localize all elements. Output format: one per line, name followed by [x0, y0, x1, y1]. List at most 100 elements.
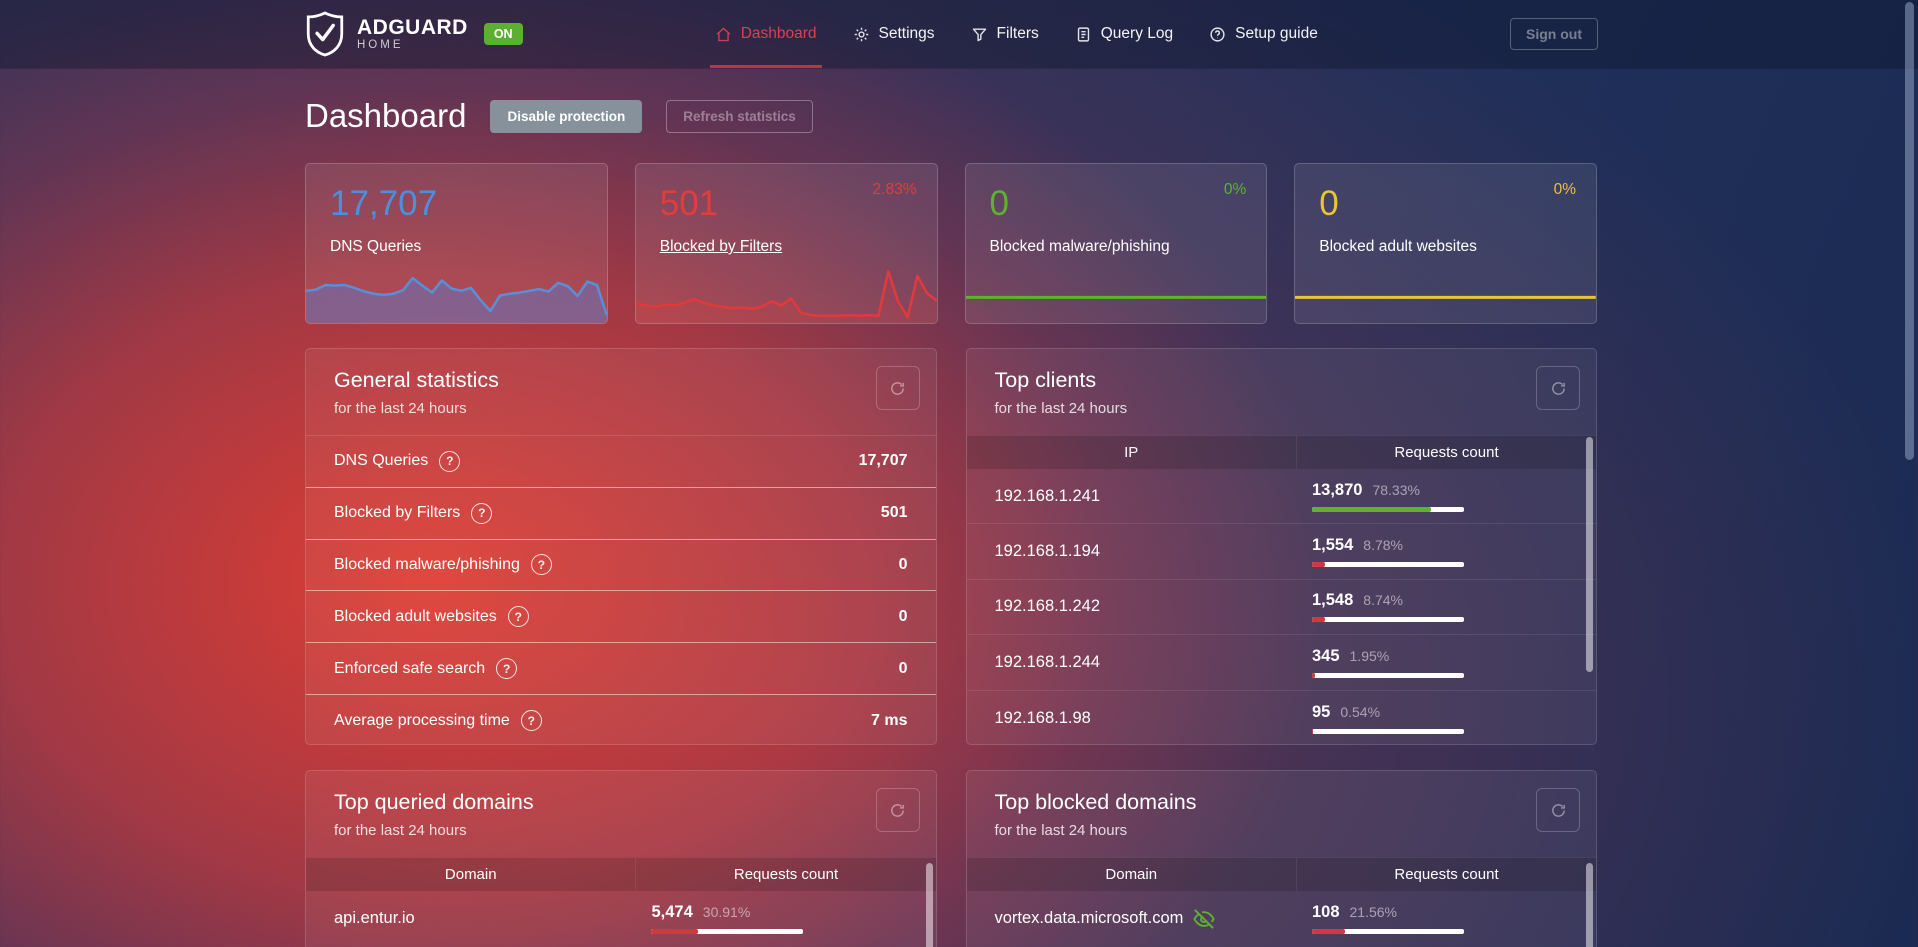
- general-statistics-panel: General statistics for the last 24 hours…: [305, 348, 937, 745]
- document-icon: [1077, 26, 1089, 42]
- requests-cell: 1,548 8.74%: [1297, 591, 1464, 623]
- help-icon[interactable]: ?: [471, 502, 493, 524]
- refresh-panel-button[interactable]: [1536, 788, 1580, 832]
- panel-subtitle: for the last 24 hours: [334, 400, 467, 417]
- help-icon[interactable]: ?: [439, 450, 461, 472]
- refresh-icon: [891, 803, 904, 817]
- requests-bar-fill: [1311, 617, 1326, 623]
- stat-cards-row: 17,707 DNS Queries 501 2.83% Blocked by …: [305, 163, 1597, 324]
- table-header: IP Requests count: [966, 435, 1596, 469]
- card-percent: 0%: [1223, 181, 1247, 198]
- nav-label: Setup guide: [1235, 25, 1318, 42]
- statistics-label: Enforced safe search ?: [334, 658, 518, 680]
- domain-name: vortex.data.microsoft.com: [967, 908, 1297, 930]
- panel-subtitle: for the last 24 hours: [994, 400, 1128, 417]
- blocked-by-filters-link[interactable]: Blocked by Filters: [659, 238, 783, 255]
- table-row: 192.168.1.98 95 0.54%: [967, 691, 1597, 744]
- requests-bar: [1311, 672, 1464, 678]
- adguard-logo[interactable]: ADGUARD HOME ON: [305, 11, 523, 57]
- dns-queries-sparkline: [306, 261, 607, 323]
- table-header: Domain Requests count: [966, 857, 1596, 891]
- client-ip: 192.168.1.98: [967, 709, 1297, 728]
- column-header-domain: Domain: [967, 858, 1297, 891]
- panel-title: General statistics: [334, 368, 499, 392]
- requests-bar: [1311, 506, 1464, 512]
- page-scrollbar[interactable]: [1905, 2, 1914, 460]
- help-icon[interactable]: ?: [496, 658, 518, 680]
- requests-cell: 108 21.56%: [1297, 903, 1464, 935]
- requests-bar: [1311, 562, 1464, 568]
- card-percent: 0%: [1553, 181, 1576, 198]
- help-icon[interactable]: ?: [520, 710, 542, 732]
- refresh-panel-button[interactable]: [1536, 366, 1580, 410]
- requests-cell: 13,870 78.33%: [1297, 481, 1464, 512]
- refresh-statistics-button[interactable]: Refresh statistics: [666, 99, 813, 133]
- statistics-label-text: Blocked by Filters: [334, 504, 461, 522]
- requests-count: 5,474: [651, 903, 693, 922]
- nav-item-dashboard[interactable]: Dashboard: [709, 0, 822, 68]
- brand-name: ADGUARD: [357, 15, 468, 39]
- statistics-row: Enforced safe search ? 0: [306, 643, 936, 695]
- sign-out-button[interactable]: Sign out: [1510, 18, 1598, 50]
- requests-bar-fill: [1311, 929, 1345, 935]
- panel-header: General statistics for the last 24 hours: [306, 349, 936, 435]
- domain-text: api.entur.io: [334, 909, 415, 928]
- requests-count: 1,548: [1311, 591, 1354, 610]
- nav-item-query-log[interactable]: Query Log: [1075, 0, 1173, 68]
- top-clients-table: 192.168.1.241 13,870 78.33%: [966, 469, 1597, 744]
- help-icon[interactable]: ?: [530, 554, 552, 576]
- statistics-value: 0: [898, 607, 908, 625]
- card-value: 501: [659, 184, 719, 223]
- nav-label: Dashboard: [740, 25, 817, 42]
- refresh-panel-button[interactable]: [875, 788, 920, 832]
- card-percent: 2.83%: [872, 181, 917, 198]
- statistics-label: Blocked malware/phishing ?: [334, 554, 552, 576]
- client-ip-text: 192.168.1.98: [994, 708, 1091, 727]
- eye-slash-icon[interactable]: [1193, 908, 1216, 930]
- statistics-value: 7 ms: [871, 711, 908, 729]
- card-label: Blocked malware/phishing: [989, 238, 1170, 255]
- card-dns-queries: 17,707 DNS Queries: [305, 163, 608, 324]
- domain-text: vortex.data.microsoft.com: [994, 909, 1184, 928]
- disable-protection-button[interactable]: Disable protection: [490, 99, 643, 133]
- nav-item-setup-guide[interactable]: Setup guide: [1209, 0, 1318, 68]
- panel-header: Top blocked domains for the last 24 hour…: [967, 771, 1597, 857]
- question-icon: [1210, 26, 1225, 42]
- requests-cell: 1,554 8.78%: [1297, 536, 1464, 568]
- refresh-panel-button[interactable]: [875, 366, 920, 410]
- card-value: 17,707: [330, 184, 438, 223]
- requests-cell: 345 1.95%: [1297, 647, 1464, 678]
- panel-title: Top queried domains: [334, 790, 534, 814]
- requests-percent: 30.91%: [702, 904, 751, 921]
- nav-item-settings[interactable]: Settings: [853, 0, 935, 68]
- requests-count: 13,870: [1311, 480, 1363, 499]
- gear-icon: [854, 27, 868, 41]
- card-value: 0: [1319, 184, 1339, 223]
- statistics-value: 0: [898, 555, 908, 573]
- help-icon[interactable]: ?: [507, 606, 529, 628]
- column-header-requests: Requests count: [1394, 866, 1499, 883]
- statistics-value: 501: [880, 504, 908, 522]
- table-scrollbar[interactable]: [925, 863, 933, 947]
- client-ip: 192.168.1.242: [967, 597, 1297, 616]
- card-blocked-by-filters: 501 2.83% Blocked by Filters: [634, 163, 938, 324]
- requests-percent: 21.56%: [1349, 904, 1397, 921]
- table-scrollbar[interactable]: [1586, 437, 1593, 672]
- column-header-ip: IP: [967, 436, 1297, 469]
- requests-cell: 5,474 30.91%: [636, 903, 804, 935]
- panel-subtitle: for the last 24 hours: [334, 822, 467, 839]
- column-header-domain: Domain: [306, 858, 637, 891]
- statistics-row: Average processing time ? 7 ms: [306, 695, 936, 744]
- nav-item-filters[interactable]: Filters: [971, 0, 1039, 68]
- table-row: 192.168.1.241 13,870 78.33%: [966, 469, 1596, 525]
- requests-bar-fill: [1311, 562, 1326, 568]
- requests-percent: 0.54%: [1340, 703, 1381, 720]
- requests-percent: 78.33%: [1372, 481, 1420, 498]
- table-scrollbar[interactable]: [1586, 863, 1593, 947]
- main-nav: Dashboard Settings Filters Query Log Set…: [523, 0, 1510, 68]
- requests-percent: 1.95%: [1349, 647, 1390, 664]
- requests-count: 95: [1311, 702, 1331, 721]
- requests-bar-fill: [1311, 506, 1432, 512]
- panel-header: Top clients for the last 24 hours: [967, 349, 1597, 435]
- statistics-label-text: Enforced safe search: [334, 659, 486, 677]
